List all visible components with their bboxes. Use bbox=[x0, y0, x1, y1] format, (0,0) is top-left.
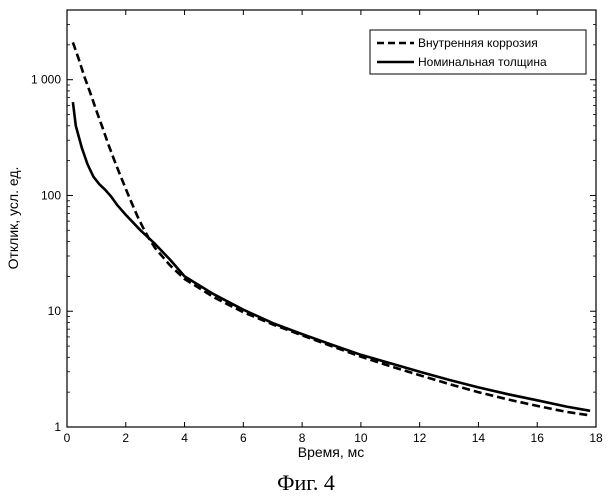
x-tick-label: 12 bbox=[413, 431, 427, 445]
x-tick-label: 0 bbox=[64, 431, 71, 445]
x-axis-ticks: 0 2 4 6 8 10 12 14 16 18 bbox=[64, 10, 603, 445]
series-layer bbox=[73, 42, 590, 415]
legend-label-series-2: Номинальная толщина bbox=[418, 55, 547, 69]
x-tick-label: 8 bbox=[299, 431, 306, 445]
x-tick-label: 14 bbox=[472, 431, 486, 445]
x-tick-label: 4 bbox=[181, 431, 188, 445]
x-tick-label: 2 bbox=[122, 431, 129, 445]
x-tick-label: 10 bbox=[354, 431, 368, 445]
y-tick-label: 1 000 bbox=[31, 73, 61, 87]
y-axis-label: Отклик, усл. ед. bbox=[5, 167, 21, 270]
y-tick-label: 1 bbox=[54, 420, 61, 434]
figure-caption: Фиг. 4 bbox=[277, 470, 335, 495]
series-line-1 bbox=[73, 42, 590, 415]
legend-label-series-1: Внутренняя коррозия bbox=[418, 36, 538, 50]
x-tick-label: 6 bbox=[240, 431, 247, 445]
legend: Внутренняя коррозия Номинальная толщина bbox=[370, 30, 586, 74]
x-axis-label: Время, мс bbox=[298, 444, 365, 460]
x-tick-label: 16 bbox=[531, 431, 545, 445]
y-tick-label: 10 bbox=[48, 304, 62, 318]
y-tick-label: 100 bbox=[41, 188, 61, 202]
series-line-2 bbox=[73, 102, 590, 411]
x-tick-label: 18 bbox=[589, 431, 603, 445]
